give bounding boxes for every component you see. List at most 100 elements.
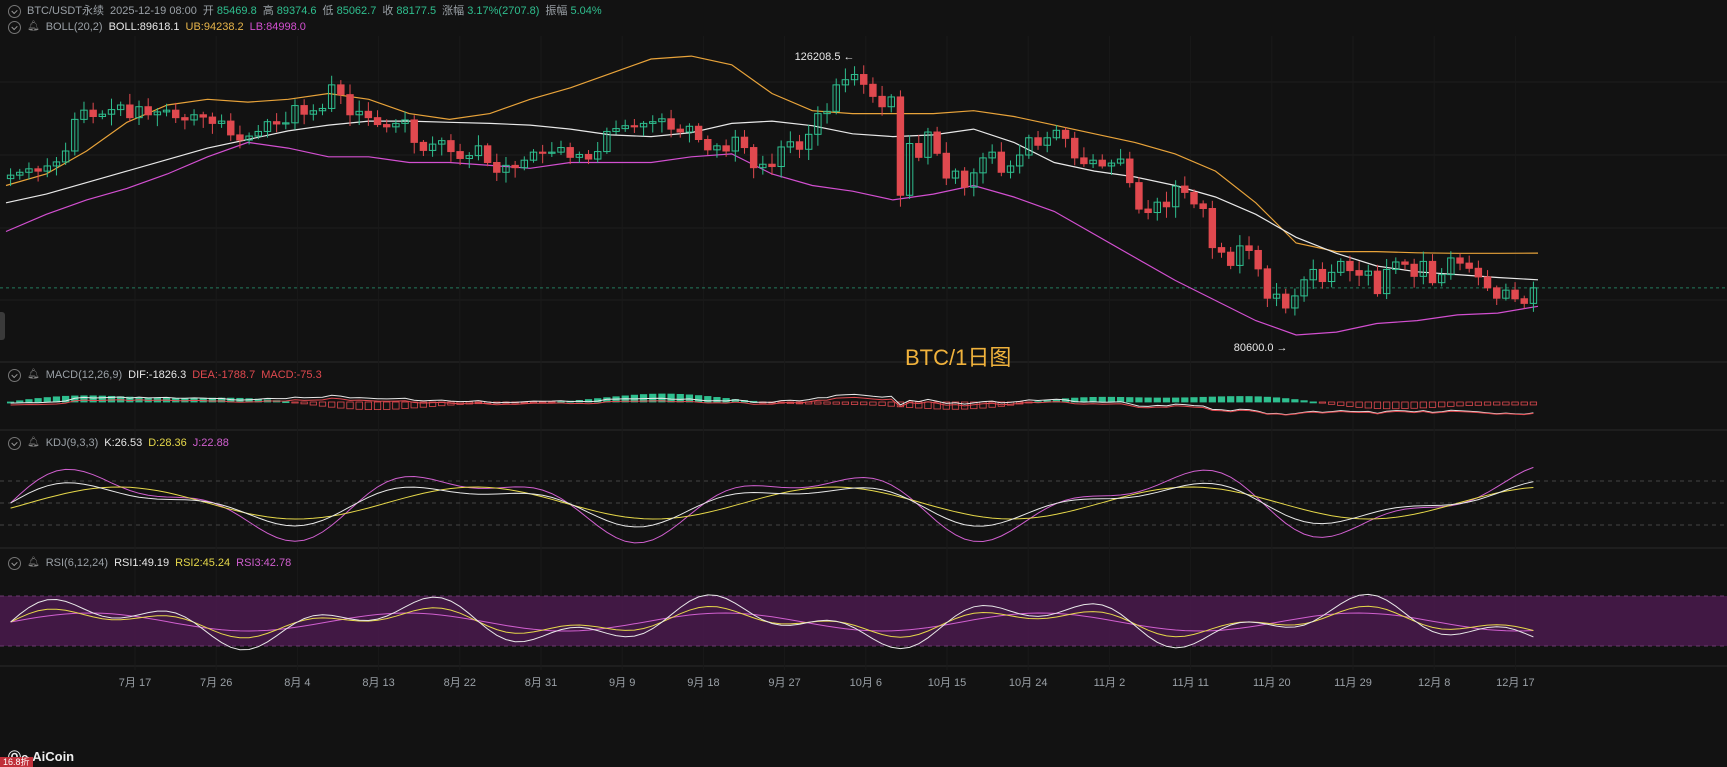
candle-body	[649, 121, 657, 124]
macd-bar	[1144, 397, 1152, 403]
candle-body	[1236, 245, 1244, 266]
macd-bar	[878, 401, 886, 407]
macd-bar	[1447, 401, 1455, 407]
macd-bar	[291, 401, 299, 404]
candle-body	[878, 95, 886, 108]
candle-body	[1483, 276, 1492, 289]
x-tick-label: 11月 2	[1094, 677, 1126, 689]
candle-body	[1447, 257, 1455, 276]
candle-body	[254, 130, 262, 137]
candle-body	[162, 109, 171, 113]
boll-name[interactable]: BOLL(20,2)	[45, 21, 103, 33]
bell-icon[interactable]: 🔔︎	[27, 21, 40, 32]
macd-bar	[1263, 396, 1271, 403]
sidebar-toggle[interactable]	[0, 312, 5, 340]
collapse-icon[interactable]	[8, 4, 21, 18]
toggle-icon[interactable]	[8, 556, 21, 570]
macd-bar	[1236, 396, 1244, 403]
toggle-icon[interactable]	[8, 368, 21, 382]
candle-body	[190, 114, 198, 121]
candle-body	[759, 163, 767, 169]
macd-bar	[337, 401, 345, 409]
candle-body	[667, 118, 675, 130]
macd-bar	[869, 401, 877, 406]
candle-body	[144, 106, 152, 116]
candle-body	[217, 120, 226, 124]
macd-bar	[1153, 397, 1161, 403]
candle-body	[1493, 287, 1501, 299]
macd-bar	[1181, 397, 1189, 403]
candle-body	[355, 110, 363, 116]
candle-body	[272, 121, 281, 125]
candle-body	[172, 109, 180, 119]
symbol-label[interactable]: BTC/USDT永续	[27, 5, 104, 17]
rsi-name[interactable]: RSI(6,12,24)	[45, 557, 109, 569]
boll-header: 🔔︎ BOLL(20,2) BOLL:89618.1 UB:94238.2 LB…	[8, 20, 306, 34]
low-price-mark: 80600.0 →	[1234, 342, 1288, 354]
macd-bar	[1135, 397, 1143, 403]
candle-body	[1300, 279, 1308, 297]
x-tick-label: 9月 9	[609, 677, 635, 689]
candle-body	[1355, 270, 1363, 276]
candle-body	[1153, 201, 1162, 214]
bell-icon[interactable]: 🔔︎	[27, 557, 40, 568]
toggle-icon[interactable]	[8, 20, 21, 34]
candle-body	[538, 151, 547, 154]
kdj-name[interactable]: KDJ(9,3,3)	[45, 437, 99, 449]
macd-bar	[1318, 401, 1327, 404]
candle-body	[1291, 295, 1299, 309]
discount-badge[interactable]: 16.8折	[0, 757, 33, 767]
candle-body	[1162, 201, 1171, 208]
x-tick-label: 10月 24	[1009, 677, 1048, 689]
candle-body	[282, 122, 290, 125]
bell-icon[interactable]: 🔔︎	[27, 369, 40, 380]
macd-bar	[282, 401, 290, 404]
macd-bar	[1208, 396, 1216, 403]
candle-body	[1364, 270, 1372, 276]
toggle-icon[interactable]	[8, 436, 21, 450]
bell-icon[interactable]: 🔔︎	[27, 437, 40, 448]
rsi2-line	[10, 605, 1534, 639]
candle-body	[860, 74, 868, 85]
macd-pane	[6, 393, 1538, 416]
macd-bar	[16, 400, 24, 403]
candle-body	[722, 145, 730, 152]
candle-body	[465, 155, 473, 159]
macd-bar	[1217, 396, 1226, 403]
macd-bar	[1300, 400, 1308, 403]
candle-body	[1025, 137, 1033, 156]
macd-bar	[1392, 401, 1400, 410]
candle-body	[346, 94, 354, 116]
candle-body	[731, 136, 740, 152]
candle-body	[1474, 267, 1483, 278]
candle-body	[1346, 260, 1354, 272]
candle-body	[1337, 260, 1345, 273]
x-tick-label: 7月 26	[200, 677, 232, 689]
candle-body	[236, 134, 244, 141]
candle-body	[1034, 137, 1042, 146]
macd-bar	[1383, 401, 1391, 410]
candle-body	[34, 168, 42, 172]
macd-bar	[1227, 396, 1235, 403]
candle-body	[1061, 129, 1070, 139]
open-value: 85469.8	[216, 5, 257, 17]
open-label: 开	[202, 5, 214, 17]
macd-bar	[346, 401, 354, 410]
low-value: 85062.7	[336, 5, 377, 17]
x-tick-label: 8月 4	[284, 677, 310, 689]
candle-body	[1116, 158, 1125, 164]
boll-bands	[5, 55, 1539, 336]
x-tick-label: 12月 8	[1418, 677, 1450, 689]
macd-bar	[1327, 401, 1336, 405]
candle-body	[43, 165, 51, 172]
candle-body	[548, 151, 556, 154]
macd-bar	[841, 401, 850, 405]
candle-body	[337, 84, 345, 96]
macd-bar	[942, 401, 950, 410]
macd-name[interactable]: MACD(12,26,9)	[45, 369, 123, 381]
x-tick-label: 9月 27	[768, 677, 800, 689]
candle-body	[309, 110, 318, 115]
macd-bar	[1529, 401, 1538, 406]
macd-bar	[1107, 396, 1116, 403]
